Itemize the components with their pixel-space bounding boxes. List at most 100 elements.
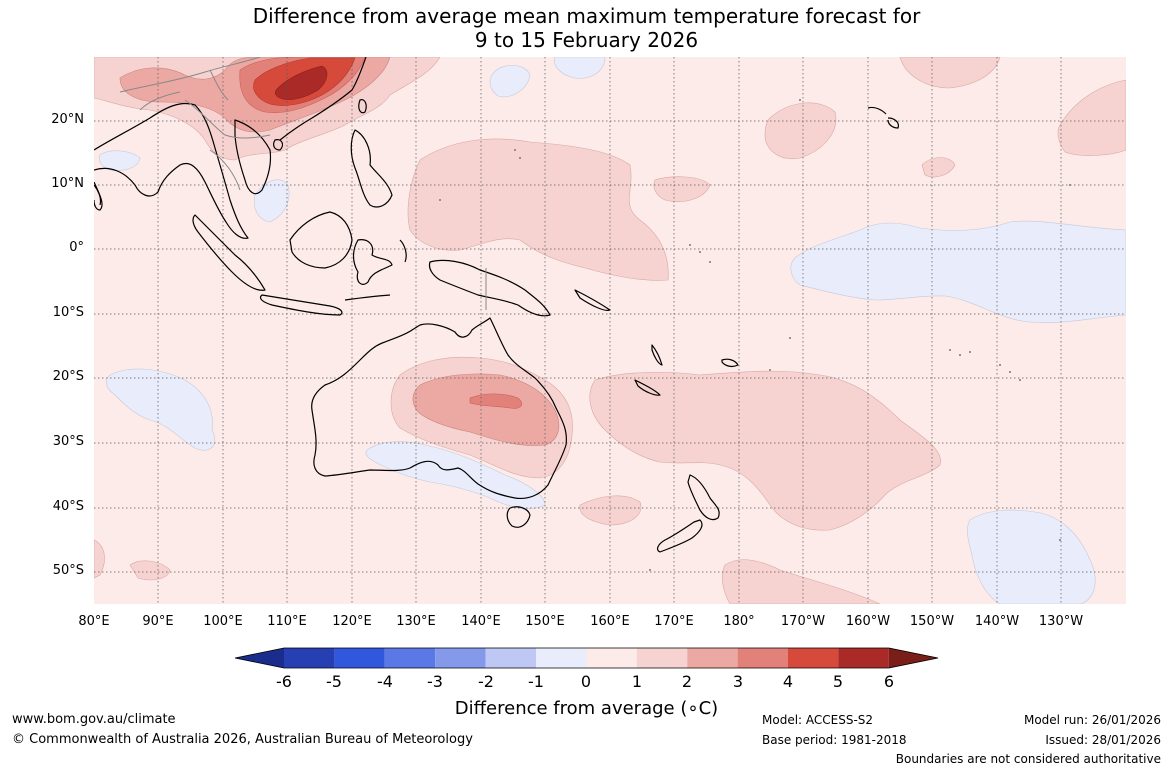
footer-issued: Issued: 28/01/2026 (1045, 733, 1161, 747)
coastline-hawaii (867, 106, 899, 129)
footer-base-period: Base period: 1981-2018 (762, 733, 907, 747)
colorbar-label: Difference from average (∘C) (0, 698, 1173, 719)
lon-label-90e: 90°E (142, 614, 174, 629)
colorbar-bin-neg3-neg2 (435, 648, 486, 668)
cool-patch-bay-of-bengal (99, 150, 141, 171)
country-borders (119, 57, 487, 310)
lon-label-180: 180° (723, 614, 755, 629)
warm-patch-north-pacific-a (764, 102, 837, 160)
warm-patch-east-pacific-north (1057, 79, 1126, 156)
colorbar-tick-0: 0 (580, 672, 592, 691)
pacific-islands (439, 99, 1071, 571)
coastline-australia (311, 317, 567, 500)
lon-label-130e: 130°E (396, 614, 436, 629)
coastline-new-guinea (428, 259, 551, 317)
cool-patch-southeast-pacific (967, 509, 1096, 604)
cool-patch-south-china-sea (253, 179, 290, 223)
colorbar-tick-4: 4 (782, 672, 794, 691)
lon-label-100e: 100°E (203, 614, 243, 629)
footer-boundaries: Boundaries are not considered authoritat… (895, 752, 1161, 766)
lon-label-140e: 140°E (461, 614, 501, 629)
title-line-2: 9 to 15 February 2026 (474, 28, 699, 52)
coastline-mainland-se-asia (94, 102, 249, 239)
footer-model: Model: ACCESS-S2 (762, 713, 874, 727)
coastline-hainan (273, 139, 284, 151)
colorbar-extend-low (235, 648, 284, 668)
lon-label-170e: 170°E (654, 614, 694, 629)
cool-patch-pacific-equatorial (790, 220, 1126, 324)
lon-label-150w: 150°W (909, 614, 955, 629)
coastline-china (279, 57, 367, 141)
anomaly-shading (94, 57, 1126, 604)
cool-patch-north-pacific-b (554, 57, 606, 79)
colorbar-tick-3: 3 (732, 672, 744, 691)
colorbar-extend-high (888, 648, 938, 668)
colorbar-bin-4-5 (788, 648, 839, 668)
warm-patch-north-pacific-b (899, 57, 1001, 89)
footer-website: www.bom.gov.au/climate (12, 712, 176, 727)
lat-label-50s: 50°S (52, 563, 84, 578)
lat-label-10n: 10°N (51, 176, 84, 191)
warm-patch-china-peak (274, 65, 328, 100)
colorbar-tick-neg4: -4 (377, 672, 393, 691)
colorbar-tick-neg6: -6 (276, 672, 292, 691)
lon-label-150e: 150°E (525, 614, 565, 629)
colorbar-tick-5: 5 (832, 672, 844, 691)
coastline-new-zealand-south (656, 519, 703, 553)
footer-copyright: © Commonwealth of Australia 2026, Austra… (12, 732, 473, 747)
coastline-solomons (574, 289, 611, 311)
coastline-vanuatu (651, 344, 663, 366)
coastline-tasmania (506, 506, 531, 528)
title-line-1: Difference from average mean maximum tem… (252, 4, 921, 28)
colorbar-tick-1: 1 (631, 672, 643, 691)
colorbar-bin-neg1-0 (536, 648, 587, 668)
coastline-fiji (721, 358, 739, 368)
warm-patch-south-central (721, 559, 881, 604)
lon-label-170w: 170°W (780, 614, 826, 629)
colorbar-tick-6: 6 (883, 672, 895, 691)
coastline-new-caledonia (634, 379, 661, 396)
warm-patch-north-pacific-c (653, 176, 711, 202)
lon-label-110e: 110°E (267, 614, 307, 629)
warm-patch-western-pacific (407, 138, 669, 281)
coastline-indochina (234, 119, 272, 195)
coastline-halmahera (399, 239, 407, 263)
coastline-timor (344, 294, 391, 301)
colorbar-bin-0-1 (586, 648, 637, 668)
graticule (94, 57, 1126, 604)
lat-label-40s: 40°S (52, 499, 84, 514)
coastline-sulawesi (352, 239, 393, 285)
colorbar-bin-neg5-neg4 (334, 648, 385, 668)
coastline-sri-lanka (94, 184, 102, 206)
coastline-new-zealand-north (687, 474, 720, 521)
coastline-sumatra (192, 214, 266, 291)
coastline-java (259, 294, 343, 316)
lon-label-160w: 160°W (845, 614, 891, 629)
warm-patch-tasman-southwest-pacific (589, 370, 941, 531)
lat-label-20s: 20°S (52, 369, 84, 384)
cool-patch-north-pacific-a (489, 64, 531, 98)
colorbar-label-text: Difference from average ( (454, 698, 688, 719)
lat-label-30s: 30°S (52, 434, 84, 449)
map-title: Difference from average mean maximum tem… (0, 4, 1173, 52)
colorbar-tick-neg5: -5 (326, 672, 342, 691)
cool-patch-south-australia (365, 441, 546, 509)
warm-patch-north-pacific-d (921, 157, 956, 178)
colorbar-tick-neg3: -3 (427, 672, 443, 691)
colorbar-label-unit: ∘C) (687, 698, 719, 719)
lat-label-10s: 10°S (52, 305, 84, 320)
lon-label-80e: 80°E (78, 614, 110, 629)
warm-patch-southwest-corner (94, 539, 105, 579)
colorbar-bin-1-2 (636, 648, 688, 668)
colorbar-bin-5-6 (838, 648, 889, 668)
lon-label-140w: 140°W (974, 614, 1020, 629)
lon-label-160e: 160°E (590, 614, 630, 629)
warm-patch-australia-core (469, 393, 523, 409)
coastline-taiwan (358, 99, 367, 114)
colorbar-outline (234, 647, 939, 669)
coastline-borneo (289, 211, 353, 269)
cool-patch-south-indian (106, 368, 216, 451)
coastline-philippines (350, 129, 393, 208)
coastlines (94, 57, 899, 553)
